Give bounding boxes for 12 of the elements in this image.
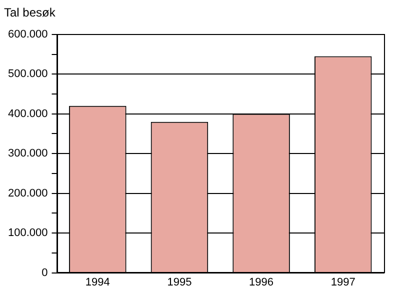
y-tick-label: 600.000 (8, 28, 48, 40)
x-tick-label: 1994 (85, 276, 110, 288)
y-tick-label: 400.000 (8, 108, 48, 120)
y-tick-label: 200.000 (8, 187, 48, 200)
y-tick-label: 300.000 (8, 148, 48, 160)
x-tick-label: 1996 (249, 276, 274, 288)
y-axis-title: Tal besøk (4, 6, 56, 20)
x-tick-label: 1997 (330, 276, 356, 288)
y-tick-label: 100.000 (8, 227, 48, 240)
y-tick-label: 500.000 (8, 68, 48, 80)
y-tick-label: 0 (42, 266, 48, 279)
x-tick-label: 1995 (167, 276, 192, 288)
